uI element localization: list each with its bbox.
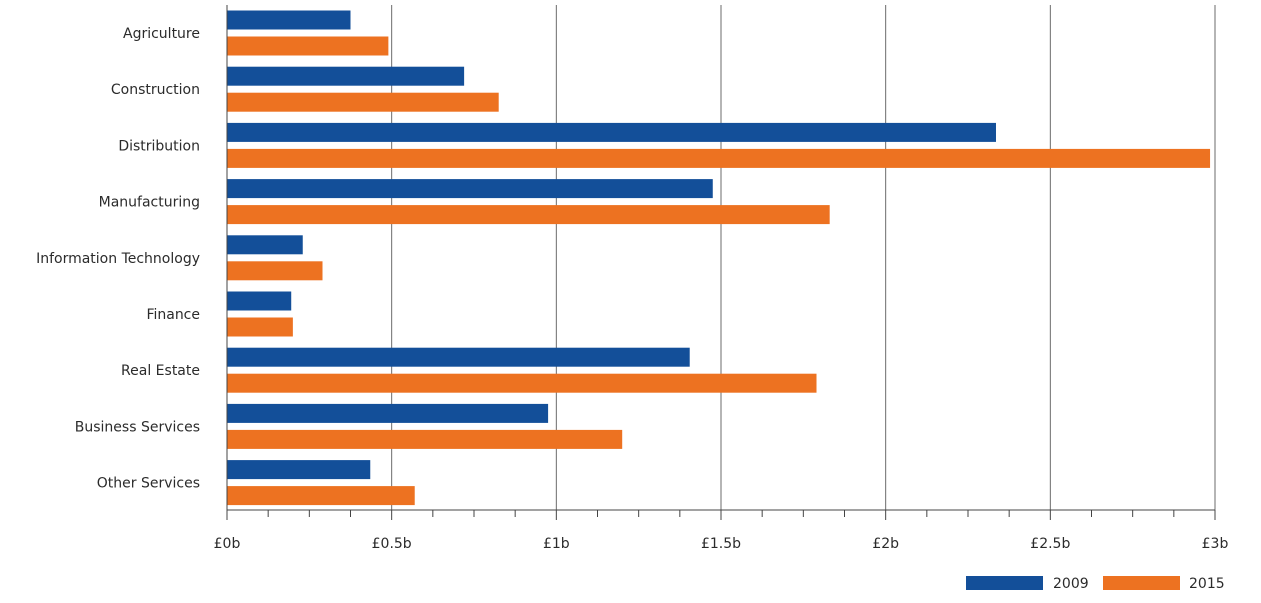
bar-2009-distribution <box>227 122 996 142</box>
x-tick-label: £2.5b <box>1030 536 1070 552</box>
legend-swatch-2009 <box>966 576 1043 590</box>
bar-2009-other-services <box>227 460 371 480</box>
category-label: Agriculture <box>123 26 200 42</box>
x-tick-label: £0b <box>214 536 241 552</box>
category-label: Other Services <box>97 476 200 492</box>
x-tick-label: £3b <box>1202 536 1229 552</box>
bar-2015-finance <box>227 317 293 337</box>
bar-2009-finance <box>227 291 292 311</box>
legend: 2009 2015 <box>966 576 1225 592</box>
bar-2015-other-services <box>227 486 415 506</box>
category-label: Information Technology <box>36 251 200 267</box>
bar-2009-information-technology <box>227 235 303 255</box>
category-label: Real Estate <box>121 363 200 379</box>
bar-2015-construction <box>227 92 499 112</box>
bar-2009-manufacturing <box>227 179 713 199</box>
legend-swatch-2015 <box>1103 576 1180 590</box>
x-tick-label: £1.5b <box>701 536 741 552</box>
bar-2015-business-services <box>227 429 623 449</box>
x-tick-label: £2b <box>872 536 899 552</box>
bar-2009-business-services <box>227 403 549 423</box>
bar-2009-real-estate <box>227 347 690 367</box>
bar-2015-agriculture <box>227 36 389 56</box>
bar-2015-distribution <box>227 148 1211 168</box>
category-label: Business Services <box>75 419 200 435</box>
category-label: Finance <box>146 307 200 323</box>
bars <box>227 10 1211 506</box>
legend-label-2009: 2009 <box>1053 576 1089 592</box>
x-tick-label: £1b <box>543 536 570 552</box>
bar-2015-real-estate <box>227 373 817 393</box>
legend-label-2015: 2015 <box>1189 576 1225 592</box>
bar-2009-agriculture <box>227 10 351 30</box>
category-label: Distribution <box>118 138 200 154</box>
bar-2009-construction <box>227 66 465 86</box>
gridlines <box>226 5 1216 510</box>
category-label: Manufacturing <box>99 195 200 211</box>
bar-2015-information-technology <box>227 261 323 281</box>
category-labels: Agriculture Construction Distribution Manuf… <box>36 26 200 492</box>
bar-2015-manufacturing <box>227 205 830 225</box>
category-label: Construction <box>111 82 200 98</box>
x-tick-label: £0.5b <box>372 536 412 552</box>
x-axis: £0b £0.5b £1b £1.5b £2b £2.5b £3b <box>214 5 1229 552</box>
